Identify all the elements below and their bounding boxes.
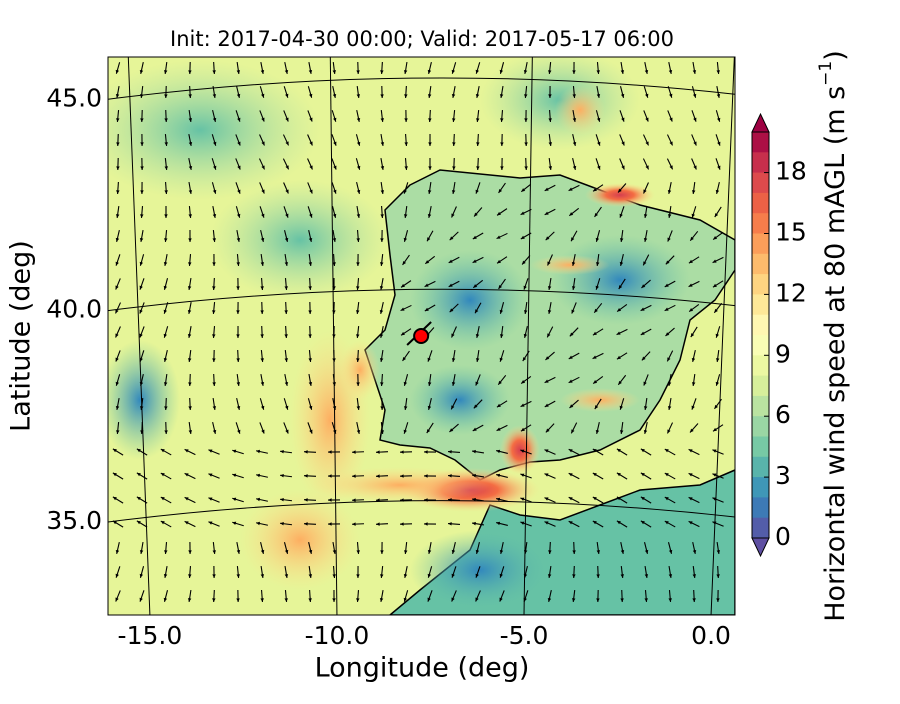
colorbar-band — [752, 396, 769, 417]
colorbar-band — [752, 315, 769, 336]
colorbar-label-text: Horizontal wind speed at 80 mAGL (m s — [820, 86, 851, 622]
y-axis-label: Latitude (deg) — [6, 240, 37, 432]
colorbar-band — [752, 254, 769, 275]
colorbar-band — [752, 335, 769, 356]
colorbar-band — [752, 497, 769, 518]
colorbar-tick-label: 15 — [775, 218, 807, 247]
colorbar-band — [752, 355, 769, 376]
x-tick-label: 0.0 — [691, 621, 731, 650]
colorbar-tick-label: 0 — [775, 522, 791, 551]
colorbar-label: Horizontal wind speed at 80 mAGL (m s−1) — [816, 50, 851, 622]
colorbar-band — [752, 193, 769, 214]
colorbar-band — [752, 437, 769, 458]
colorbar-band — [752, 132, 769, 153]
colorbar-tick-label: 3 — [775, 461, 791, 490]
colorbar-band — [752, 416, 769, 437]
colorbar-band — [752, 173, 769, 194]
x-tick-label: -15.0 — [118, 621, 183, 650]
colorbar-band — [752, 274, 769, 295]
colorbar-extend-bottom — [752, 538, 769, 556]
colorbar-band — [752, 213, 769, 234]
chart-title: Init: 2017-04-30 00:00; Valid: 2017-05-1… — [170, 27, 674, 51]
colorbar-label-exponent: −1 — [816, 61, 836, 86]
x-tick-label: -5.0 — [500, 621, 549, 650]
colorbar-label-suffix: ) — [820, 50, 851, 61]
y-tick-label: 35.0 — [46, 506, 102, 535]
colorbar-band — [752, 234, 769, 255]
colorbar-tick-label: 18 — [775, 157, 807, 186]
colorbar: 0 3 6 9 12 15 18 — [752, 114, 807, 556]
colorbar-band — [752, 152, 769, 173]
colorbar-tick-label: 9 — [775, 339, 791, 368]
colorbar-band — [752, 294, 769, 315]
y-tick-label: 40.0 — [46, 295, 102, 324]
colorbar-band — [752, 477, 769, 498]
y-tick-label: 45.0 — [46, 83, 102, 112]
colorbar-band — [752, 518, 769, 539]
x-axis-label: Longitude (deg) — [315, 653, 530, 684]
colorbar-tick-label: 6 — [775, 400, 791, 429]
colorbar-tick-label: 12 — [775, 278, 807, 307]
colorbar-band — [752, 376, 769, 397]
colorbar-band — [752, 457, 769, 478]
map-field — [80, 50, 735, 615]
colorbar-extend-top — [752, 114, 769, 132]
x-tick-label: -10.0 — [305, 621, 370, 650]
site-marker — [414, 329, 428, 343]
